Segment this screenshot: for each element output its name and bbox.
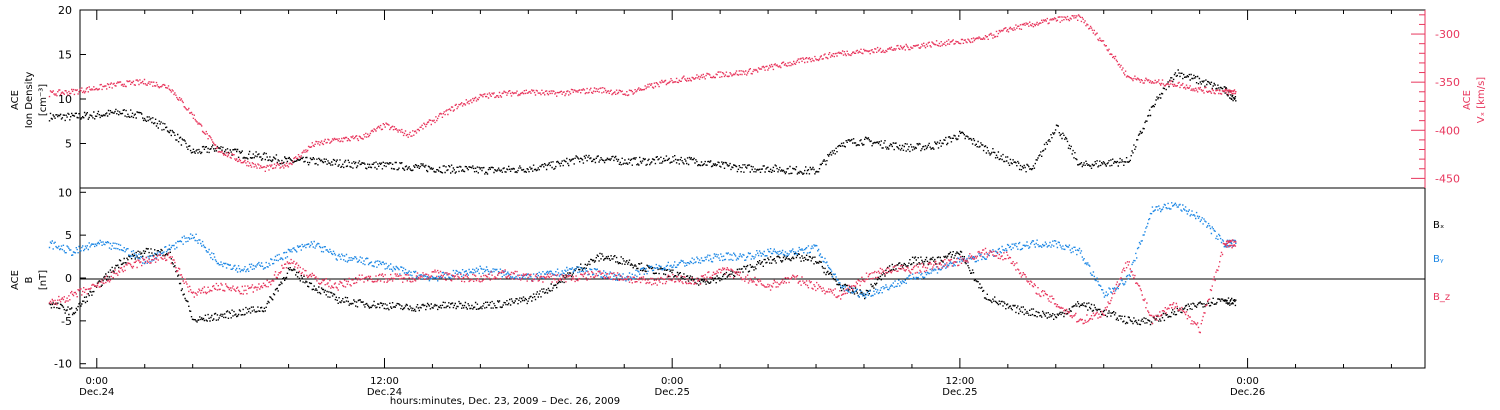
x-tick-date: Dec.25 <box>655 387 690 398</box>
x-tick-time: 0:00 <box>86 376 108 387</box>
bottom-left-tick-label: 5 <box>65 229 72 242</box>
bottom-left-tick-label: -10 <box>54 358 72 371</box>
vx-label-line1: ACE <box>1462 90 1473 110</box>
x-tick-date: Dec.24 <box>79 387 114 398</box>
ion-density-series <box>48 69 1237 175</box>
by-series <box>48 202 1237 299</box>
bottom-ylabel-line3: [nT] <box>38 270 49 290</box>
bottom-left-tick-label: 0 <box>65 272 72 285</box>
top-ylabel-line3: [cm⁻³] <box>38 84 49 116</box>
x-tick-date: Dec.26 <box>1230 387 1265 398</box>
bottom-left-ticks: -10 -5 0 5 10 <box>54 186 86 371</box>
bottom-left-tick-label: 10 <box>58 186 72 199</box>
top-ylabel-line2: Ion Density <box>24 72 35 129</box>
legend-bz: B_z <box>1433 292 1450 303</box>
vx-label-line2: Vₓ [km/s] <box>1476 77 1487 123</box>
top-right-ticks: -300 -350 -400 -450 <box>1411 14 1460 185</box>
vx-tick-label: -350 <box>1435 76 1460 89</box>
top-left-tick-label: 5 <box>65 138 72 151</box>
top-left-ticks: 5 10 15 20 <box>58 4 86 151</box>
legend-bx: Bₓ <box>1433 220 1444 231</box>
bottom-ylabel-line2: B <box>24 276 35 283</box>
bottom-panel-frame <box>79 187 1426 369</box>
x-tick-time: 12:00 <box>945 376 974 387</box>
top-left-tick-label: 15 <box>58 49 72 62</box>
top-left-tick-label: 10 <box>58 93 72 106</box>
vx-tick-label: -400 <box>1435 124 1460 137</box>
top-left-tick-label: 20 <box>58 4 72 17</box>
x-axis-ticks: 0:00Dec.2412:00Dec.240:00Dec.2512:00Dec.… <box>79 10 1392 398</box>
x-tick-time: 12:00 <box>370 376 399 387</box>
bottom-ylabel-line1: ACE <box>10 270 21 290</box>
bz-series-points <box>48 239 1237 334</box>
bottom-left-tick-label: -5 <box>61 315 72 328</box>
ion-density-series-points <box>48 69 1237 175</box>
vx-tick-label: -300 <box>1435 28 1460 41</box>
bx-series <box>48 247 1237 326</box>
vx-series-points <box>48 14 1237 172</box>
bz-series <box>48 239 1237 334</box>
x-tick-date: Dec.25 <box>942 387 977 398</box>
by-series-points <box>48 202 1237 299</box>
top-ylabel-line1: ACE <box>10 90 21 110</box>
bx-series-points <box>48 247 1237 326</box>
x-tick-time: 0:00 <box>1236 376 1258 387</box>
vx-series <box>48 14 1237 172</box>
legend-by: Bᵧ <box>1433 254 1444 265</box>
x-axis-title: hours:minutes, Dec. 23, 2009 – Dec. 26, … <box>390 396 620 407</box>
x-tick-time: 0:00 <box>661 376 683 387</box>
x-tick-date: Dec.24 <box>367 387 402 398</box>
vx-tick-label: -450 <box>1435 172 1460 185</box>
series-layer <box>48 14 1237 334</box>
